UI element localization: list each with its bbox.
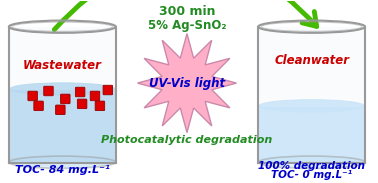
FancyBboxPatch shape: [259, 107, 364, 162]
Text: 100% degradation: 100% degradation: [258, 161, 365, 171]
Text: 5% Ag-SnO₂: 5% Ag-SnO₂: [148, 19, 226, 32]
FancyBboxPatch shape: [90, 91, 100, 101]
Ellipse shape: [9, 156, 116, 168]
Text: UV-Vis light: UV-Vis light: [149, 77, 225, 90]
FancyBboxPatch shape: [77, 99, 87, 109]
Ellipse shape: [258, 156, 365, 168]
Text: Photocatalytic degradation: Photocatalytic degradation: [101, 135, 273, 145]
Text: Wastewater: Wastewater: [23, 59, 102, 72]
FancyBboxPatch shape: [60, 94, 70, 104]
FancyBboxPatch shape: [258, 27, 365, 163]
FancyBboxPatch shape: [10, 90, 115, 162]
FancyBboxPatch shape: [103, 85, 113, 95]
FancyBboxPatch shape: [28, 91, 37, 101]
FancyArrowPatch shape: [54, 0, 317, 30]
FancyBboxPatch shape: [95, 101, 105, 111]
Polygon shape: [138, 34, 237, 132]
Text: Cleanwater: Cleanwater: [274, 54, 349, 67]
FancyBboxPatch shape: [44, 86, 53, 96]
Ellipse shape: [10, 83, 115, 95]
Text: TOC- 84 mg.L⁻¹: TOC- 84 mg.L⁻¹: [15, 165, 110, 175]
Text: TOC- 0 mg.L⁻¹: TOC- 0 mg.L⁻¹: [271, 170, 352, 180]
Text: 300 min: 300 min: [159, 5, 215, 18]
FancyBboxPatch shape: [34, 101, 43, 111]
FancyBboxPatch shape: [56, 105, 65, 115]
Ellipse shape: [259, 100, 364, 112]
FancyBboxPatch shape: [9, 27, 116, 163]
FancyBboxPatch shape: [75, 87, 85, 97]
